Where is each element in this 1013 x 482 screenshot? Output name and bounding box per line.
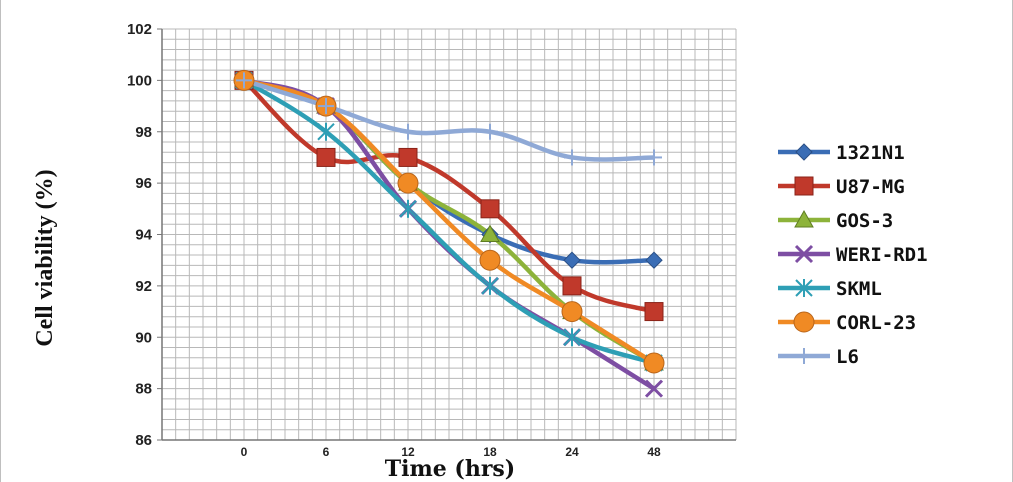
legend: 1321N1 U87-MG GOS-3 WERI-RD1 SKML CORL-23 L6 (778, 142, 928, 368)
data-point-u87-mg (398, 147, 418, 167)
legend-item-corl-23: CORL-23 (778, 311, 916, 334)
y-tick-label: 86 (135, 432, 152, 449)
data-point-l6 (236, 72, 252, 89)
legend-label: SKML (836, 278, 882, 300)
y-tick-label: 100 (127, 72, 152, 89)
x-tick-label: 48 (647, 445, 661, 459)
y-tick-label: 92 (135, 278, 152, 295)
data-point-weri-rd1 (644, 379, 664, 398)
x-tick-label: 6 (323, 445, 330, 459)
legend-label: U87-MG (836, 176, 905, 198)
data-point-l6 (318, 98, 334, 115)
data-point-l6 (646, 149, 662, 166)
data-point-1321n1 (645, 251, 663, 269)
legend-marker (795, 143, 813, 161)
legend-marker (794, 209, 814, 228)
data-point-l6 (564, 149, 580, 166)
legend-marker (794, 176, 814, 196)
data-point-skml (317, 122, 335, 141)
data-point-u87-mg (480, 199, 500, 219)
marker-stroke (644, 379, 664, 398)
data-point-skml (563, 328, 581, 347)
legend-item-u87-mg: U87-MG (778, 176, 905, 198)
legend-label: CORL-23 (836, 312, 916, 334)
legend-marker (793, 311, 815, 333)
y-tick-label: 88 (135, 381, 152, 398)
legend-item-l6: L6 (778, 346, 859, 368)
y-tick-label: 90 (135, 329, 152, 346)
legend-item-gos-3: GOS-3 (778, 209, 893, 232)
data-point-skml (399, 199, 417, 218)
data-point-l6 (400, 123, 416, 140)
data-point-l6 (482, 123, 498, 140)
x-tick-label: 12 (401, 445, 415, 459)
x-tick-label: 0 (241, 445, 248, 459)
y-axis-label: Cell viability (%) (32, 169, 58, 346)
legend-marker (796, 348, 812, 364)
data-point-corl-23 (643, 352, 665, 374)
legend-label: WERI-RD1 (836, 244, 928, 266)
y-tick-label: 102 (127, 21, 152, 38)
data-point-corl-23 (561, 301, 583, 323)
data-point-1321n1 (563, 251, 581, 269)
data-point-skml (481, 276, 499, 295)
y-tick-label: 94 (135, 227, 152, 244)
grid (161, 28, 737, 441)
legend-item-skml: SKML (778, 278, 882, 300)
legend-marker (794, 244, 814, 264)
legend-item-1321n1: 1321N1 (778, 142, 905, 164)
legend-label: GOS-3 (836, 210, 893, 232)
legend-label: L6 (836, 346, 859, 368)
data-point-corl-23 (397, 172, 419, 194)
marker-stroke (794, 244, 814, 264)
x-tick-label: 24 (565, 445, 579, 459)
x-axis-label: Time (hrs) (385, 456, 515, 482)
legend-label: 1321N1 (836, 142, 905, 164)
y-tick-label: 98 (135, 124, 152, 141)
data-point-u87-mg (316, 147, 336, 167)
x-tick-label: 18 (483, 445, 497, 459)
data-point-corl-23 (479, 249, 501, 271)
data-point-gos-3 (480, 224, 500, 242)
series-layer (233, 69, 665, 398)
data-point-u87-mg (644, 302, 664, 322)
axes: 86 88 90 92 94 96 98 100 102 0 6 12 18 24 48 (127, 21, 736, 459)
legend-marker (795, 279, 813, 297)
legend-item-weri-rd1: WERI-RD1 (778, 244, 928, 266)
y-tick-label: 96 (135, 175, 152, 192)
data-point-u87-mg (562, 276, 582, 296)
series-line-skml (242, 78, 655, 366)
